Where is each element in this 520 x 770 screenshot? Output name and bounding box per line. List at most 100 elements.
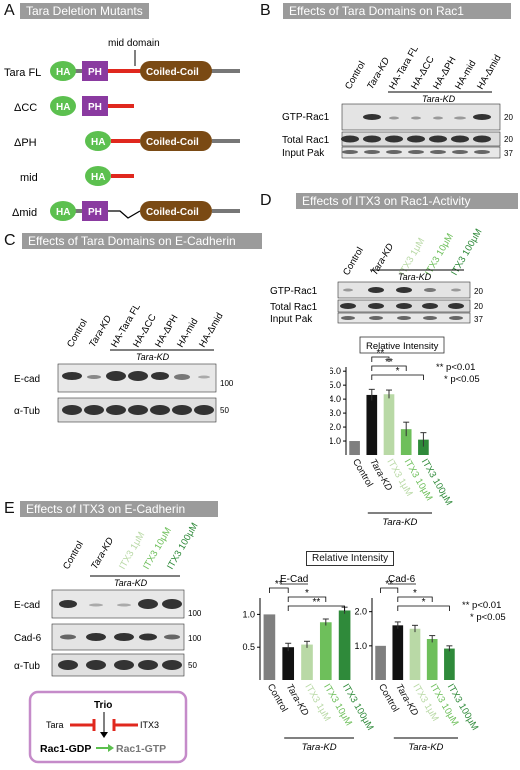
e-relative-intensity-label: Relative Intensity xyxy=(306,551,395,566)
y-tick-label: 2.0 xyxy=(354,607,367,617)
bar xyxy=(349,441,360,455)
svg-text:ΔCC: ΔCC xyxy=(14,102,37,114)
ha-domain xyxy=(85,131,111,151)
bar xyxy=(409,628,421,680)
significance-marker: * xyxy=(413,588,417,599)
svg-text:E-cad: E-cad xyxy=(14,374,40,385)
svg-text:20: 20 xyxy=(504,113,513,122)
ha-domain xyxy=(50,61,76,81)
ph-domain xyxy=(82,201,108,221)
svg-text:50: 50 xyxy=(188,661,197,670)
panel-d-letter: D xyxy=(260,192,272,209)
group-label: Tara-KD xyxy=(382,517,417,525)
construct-mid: mid HA xyxy=(20,166,134,186)
mw-markers: 100 50 xyxy=(220,379,234,415)
mid-domain-label: mid domain xyxy=(108,38,160,49)
svg-text:HA-Δmid: HA-Δmid xyxy=(197,311,226,349)
svg-text:Total Rac1: Total Rac1 xyxy=(270,302,318,313)
svg-text:GTP-Rac1: GTP-Rac1 xyxy=(270,286,318,297)
bar xyxy=(383,394,395,455)
svg-text:100: 100 xyxy=(220,379,234,388)
significance-bracket xyxy=(287,596,327,602)
construct-delta-cc: ΔCC HA PH xyxy=(14,96,134,116)
svg-text:Tara-KD: Tara-KD xyxy=(369,242,396,278)
svg-text:mid: mid xyxy=(20,172,38,184)
panel-e-letter: E xyxy=(4,500,15,517)
d-chart-title: Relative Intensity xyxy=(366,341,439,352)
svg-text:Δmid: Δmid xyxy=(12,207,37,219)
svg-text:Tara FL: Tara FL xyxy=(4,67,41,79)
kd-group-label: Tara-KD xyxy=(136,352,170,362)
svg-text:20: 20 xyxy=(474,302,483,311)
panel-e-title: Effects of ITX3 on E-Cadherin xyxy=(20,501,218,517)
significance-marker: ** xyxy=(385,357,393,368)
ecad-western-blot: Control Tara-KD HA-Tara FL HA-ΔCC HA-ΔPH… xyxy=(14,302,234,423)
bar xyxy=(282,647,295,680)
svg-text:Control: Control xyxy=(341,245,366,277)
svg-text:Control: Control xyxy=(61,539,86,571)
svg-text:Rac1-GTP: Rac1-GTP xyxy=(116,743,166,755)
lane-labels: Control Tara-KD ITX3 1μM ITX3 10μM ITX3 … xyxy=(61,521,201,572)
row-labels: E-cad Cad-6 α-Tub xyxy=(14,600,42,672)
svg-text:HA: HA xyxy=(91,137,105,148)
construct-tara-fl: Tara FL HA PH Coiled-Coil xyxy=(4,61,240,81)
svg-text:Control: Control xyxy=(65,317,90,349)
significance-bracket xyxy=(380,587,399,593)
significance-marker: * xyxy=(396,366,400,377)
bar xyxy=(263,614,276,680)
y-tick-label: 2.0 xyxy=(330,422,341,432)
ha-domain xyxy=(85,166,111,186)
row-labels: GTP-Rac1 Total Rac1 Input Pak xyxy=(270,286,318,324)
svg-text:Cad-6: Cad-6 xyxy=(14,633,42,644)
bar xyxy=(400,429,412,455)
bar xyxy=(366,394,378,455)
kd-group-label: Tara-KD xyxy=(398,272,432,282)
y-tick-label: 0.5 xyxy=(242,642,255,652)
row-labels: E-cad α-Tub xyxy=(14,374,40,417)
row-labels: GTP-Rac1 Total Rac1 Input Pak xyxy=(282,112,330,159)
lane-labels: Control Tara-KD HA-Tara FL HA-ΔCC HA-ΔPH… xyxy=(343,44,504,92)
svg-text:20: 20 xyxy=(504,135,513,144)
d-rac1-bar-chart: Relative Intensity 1.02.03.04.05.06.0Con… xyxy=(330,336,480,525)
svg-text:Total Rac1: Total Rac1 xyxy=(282,135,330,146)
coiled-coil-domain xyxy=(140,201,212,221)
construct-delta-ph: ΔPH HA Coiled-Coil xyxy=(14,131,240,151)
ha-domain xyxy=(50,201,76,221)
svg-text:Rac1-GDP: Rac1-GDP xyxy=(40,743,91,755)
panel-b-letter: B xyxy=(260,2,271,19)
significance-bracket xyxy=(269,587,289,593)
svg-text:ITX3 100μM: ITX3 100μM xyxy=(165,521,201,572)
e-legend-2: * p<0.05 xyxy=(470,612,506,623)
bar xyxy=(338,610,351,680)
significance-marker: ** xyxy=(385,579,393,590)
y-tick-label: 1.0 xyxy=(354,641,367,651)
mw-markers: 20 20 37 xyxy=(504,113,513,158)
bar xyxy=(426,639,438,680)
construct-delta-mid: Δmid HA PH Coiled-Coil xyxy=(12,201,240,221)
svg-text:Control: Control xyxy=(343,59,368,91)
svg-text:E-cad: E-cad xyxy=(14,600,40,611)
bar xyxy=(444,648,455,680)
svg-text:Coiled-Coil: Coiled-Coil xyxy=(146,207,199,218)
significance-marker: ** xyxy=(313,597,321,608)
svg-text:HA: HA xyxy=(56,102,70,113)
tara-mutants-diagram: mid domain Tara FL HA PH Coiled-Coil ΔCC… xyxy=(4,38,240,221)
panel-c-title: Effects of Tara Domains on E-Cadherin xyxy=(22,233,262,249)
ph-domain xyxy=(82,61,108,81)
trio-pathway-schematic: Trio Tara ITX3 Rac1-GDP Rac1-GTP xyxy=(28,690,188,764)
significance-marker: ** xyxy=(275,579,283,590)
d-legend-2: * p<0.05 xyxy=(444,374,480,385)
rac1-western-blot: Control Tara-KD HA-Tara FL HA-ΔCC HA-ΔPH… xyxy=(282,44,513,159)
svg-text:Coiled-Coil: Coiled-Coil xyxy=(146,137,199,148)
svg-text:PH: PH xyxy=(88,102,102,113)
panel-a-letter: A xyxy=(4,2,15,19)
group-label: Tara-KD xyxy=(408,742,443,753)
ph-domain xyxy=(82,96,108,116)
d-legend-1: ** p<0.01 xyxy=(436,362,475,373)
svg-text:PH: PH xyxy=(88,207,102,218)
y-tick-label: 1.0 xyxy=(242,609,255,619)
panel-d-title: Effects of ITX3 on Rac1-Activity xyxy=(296,193,518,209)
e-blot-and-schematic: Control Tara-KD ITX3 1μM ITX3 10μM ITX3 … xyxy=(14,521,202,764)
svg-text:ΔPH: ΔPH xyxy=(14,137,37,149)
